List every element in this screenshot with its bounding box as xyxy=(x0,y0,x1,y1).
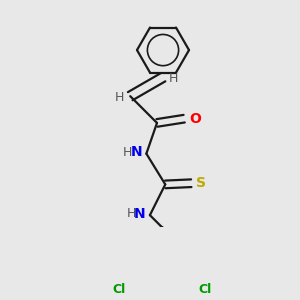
Text: H: H xyxy=(123,146,132,159)
Text: Cl: Cl xyxy=(112,283,125,296)
Text: N: N xyxy=(130,146,142,160)
Text: H: H xyxy=(169,72,178,85)
Text: H: H xyxy=(115,91,124,104)
Text: O: O xyxy=(189,112,201,126)
Text: Cl: Cl xyxy=(198,283,212,296)
Text: S: S xyxy=(196,176,206,190)
Text: H: H xyxy=(126,208,136,220)
Text: N: N xyxy=(134,207,146,221)
